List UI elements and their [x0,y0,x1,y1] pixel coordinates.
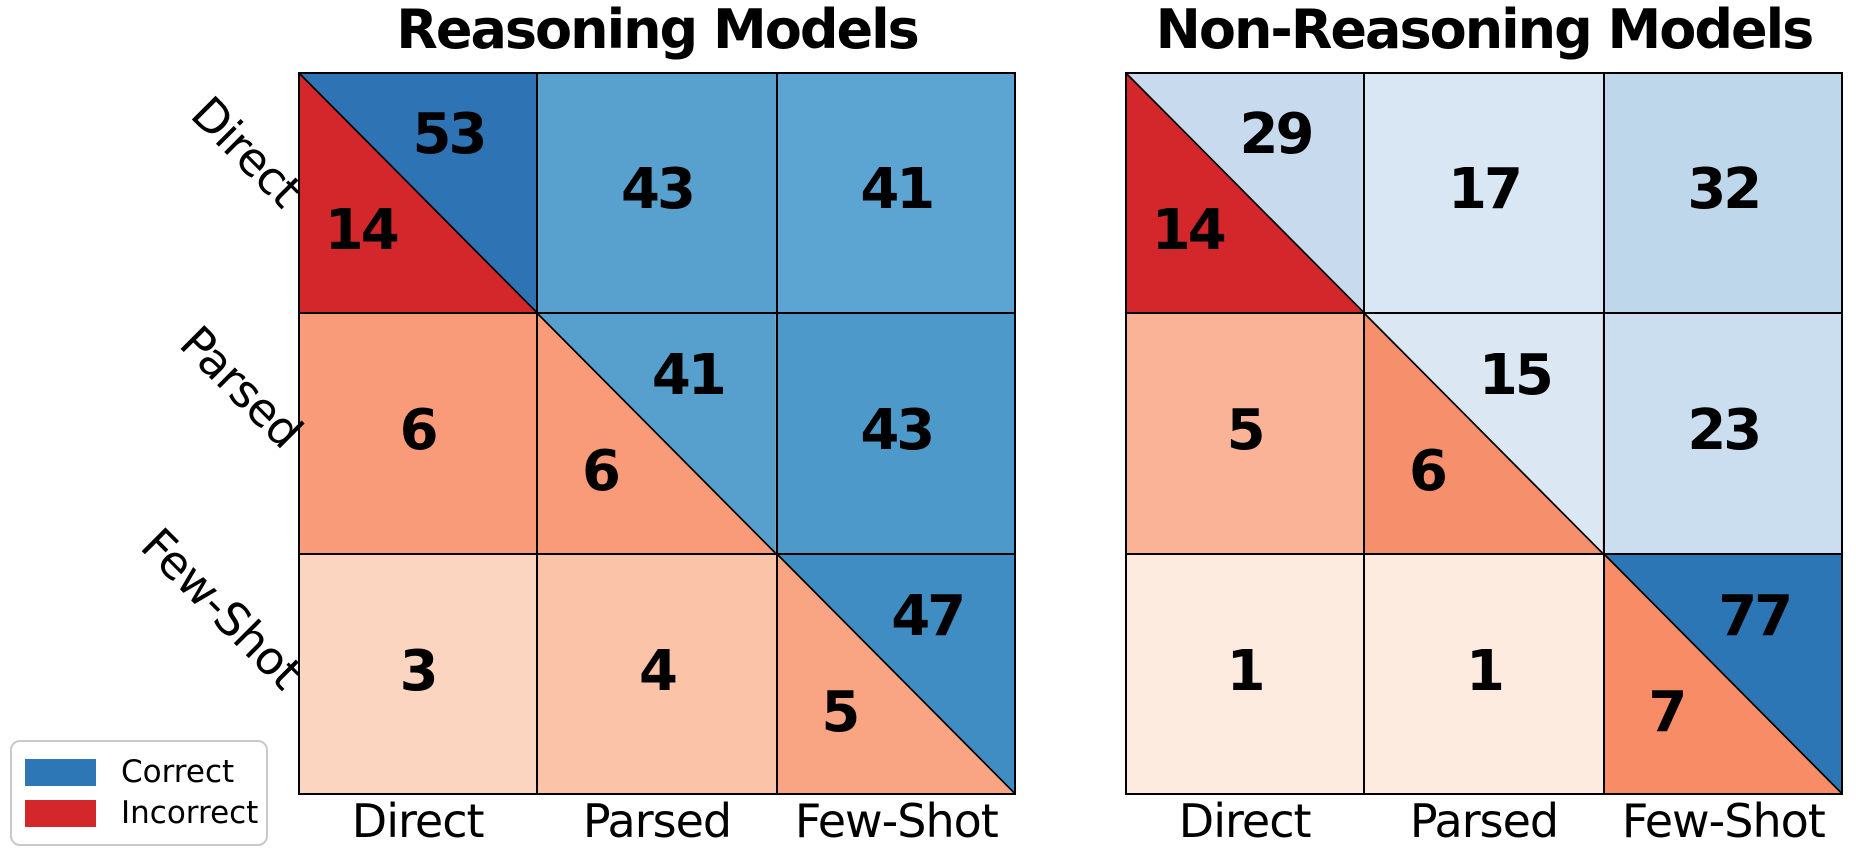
matrix-cell-few-shot-direct: 1 [1125,554,1365,795]
matrix-cell-parsed-parsed: 41 6 [537,313,777,554]
matrix-cell-few-shot-few-shot: 47 5 [776,554,1016,795]
correct-count: 47 [891,584,966,650]
diagonal-divider-line [1605,555,1842,794]
x-tick-label-few-shot: Few-Shot [1621,794,1826,848]
cell-count: 43 [621,157,696,223]
legend-item-correct: Correct [25,757,266,788]
correct-count: 77 [1718,584,1793,650]
incorrect-count: 6 [1409,438,1448,504]
cell-count: 5 [1226,398,1266,464]
incorrect-count: 14 [324,197,400,263]
matrix-cell-direct-direct: 29 14 [1125,72,1365,313]
diagonal-divider-line [299,73,536,312]
diagonal-divider-line [538,314,775,553]
cell-count: 4 [639,639,678,705]
legend-swatch-incorrect [25,800,96,827]
x-tick-label-parsed: Parsed [582,794,732,848]
matrix-cell-parsed-few-shot: 23 [1603,313,1843,554]
legend: Correct Incorrect [10,740,268,846]
matrix-cell-few-shot-parsed: 4 [537,554,777,795]
y-tick-label-few-shot: Few-Shot [130,517,313,700]
left-panel-title: Reasoning Models [396,0,919,61]
cell-count: 43 [860,398,935,464]
matrix-cell-parsed-few-shot: 43 [776,313,1016,554]
cell-count: 3 [399,639,439,705]
correct-count: 53 [412,102,488,168]
cell-count: 23 [1687,398,1762,464]
matrix-cell-few-shot-few-shot: 77 7 [1603,554,1843,795]
matrix-cell-parsed-direct: 5 [1125,313,1365,554]
matrix-cell-direct-few-shot: 32 [1603,72,1843,313]
x-tick-label-direct: Direct [1178,794,1312,848]
right-panel-title: Non-Reasoning Models [1155,0,1815,61]
cell-count: 41 [860,157,935,223]
legend-item-incorrect: Incorrect [25,798,266,829]
matrix-cell-few-shot-direct: 3 [298,554,538,795]
cell-count: 1 [1226,639,1266,705]
cell-count: 1 [1466,639,1505,705]
matrix-cell-parsed-parsed: 15 6 [1364,313,1604,554]
incorrect-count: 7 [1648,679,1687,745]
matrix-cell-direct-parsed: 43 [537,72,777,313]
cell-count: 6 [399,398,439,464]
diagonal-divider-line [1365,314,1602,553]
correct-count: 41 [651,343,727,409]
incorrect-count: 5 [821,679,860,745]
x-tick-label-parsed: Parsed [1409,794,1559,848]
cell-count: 17 [1448,157,1523,223]
legend-label: Incorrect [121,795,259,831]
correct-count: 15 [1478,343,1554,409]
matrix-cell-parsed-direct: 6 [298,313,538,554]
x-tick-label-direct: Direct [351,794,485,848]
matrix-cell-direct-parsed: 17 [1364,72,1604,313]
incorrect-count: 6 [582,438,621,504]
legend-swatch-correct [25,759,96,786]
diagonal-divider-line [1126,73,1363,312]
matrix-cell-direct-direct: 53 14 [298,72,538,313]
matrix-cell-direct-few-shot: 41 [776,72,1016,313]
incorrect-count: 14 [1151,197,1227,263]
x-tick-label-few-shot: Few-Shot [794,794,999,848]
y-tick-label-direct: Direct [181,85,313,218]
cell-count: 32 [1687,157,1762,223]
correct-count: 29 [1239,102,1315,168]
legend-label: Correct [121,754,235,790]
matrix-cell-few-shot-parsed: 1 [1364,554,1604,795]
y-tick-label-parsed: Parsed [169,315,313,459]
diagonal-divider-line [778,555,1015,794]
